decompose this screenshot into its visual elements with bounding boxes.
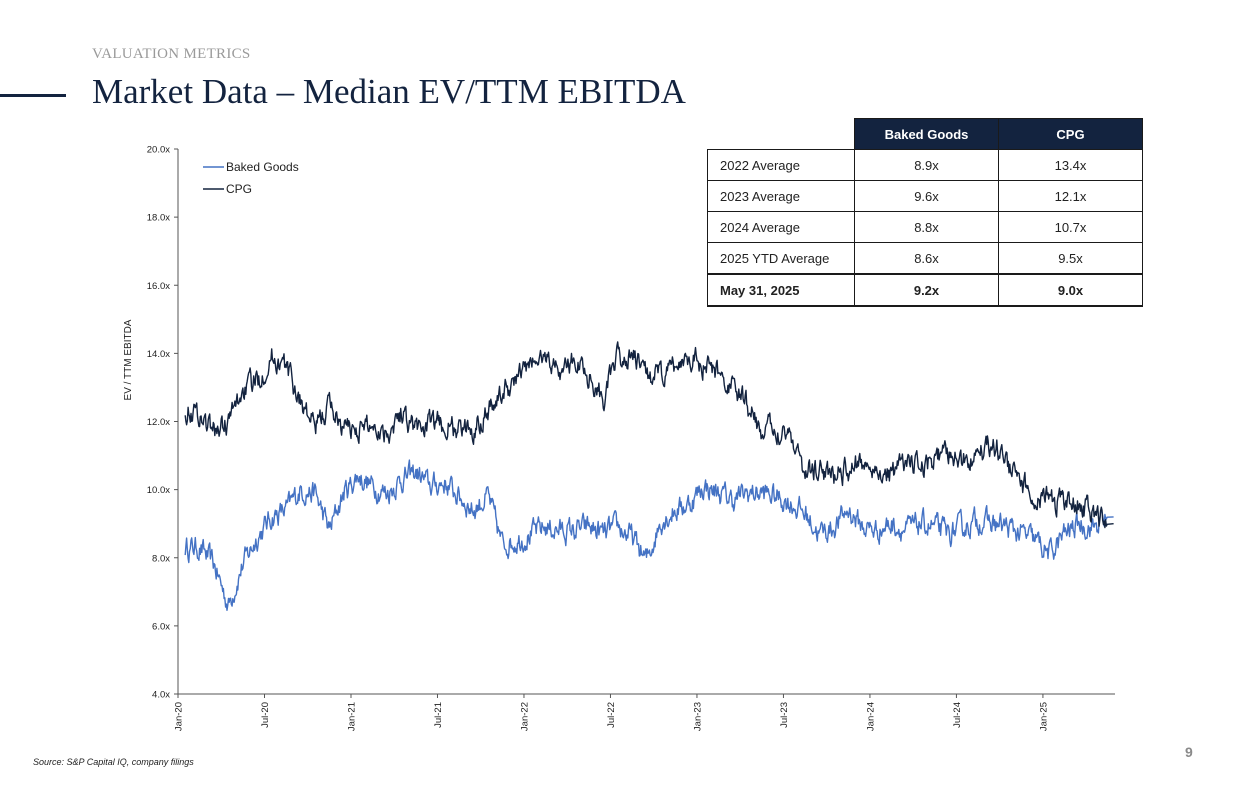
table-cell-baked-goods: 8.9x	[854, 149, 999, 181]
table-cell-cpg: 12.1x	[998, 180, 1143, 212]
x-tick-label: Jan-25	[1038, 702, 1049, 731]
y-tick-label: 6.0x	[152, 621, 170, 632]
series-line-baked-goods	[184, 459, 1114, 611]
table-cell-baked-goods: 8.8x	[854, 211, 999, 243]
x-axis-ticks: Jan-20 Jul-20 Jan-21 Jul-21 Jan-22 Jul-22 Jan-…	[174, 694, 1049, 731]
x-tick-label: Jul-23	[779, 702, 790, 728]
table-row: 2023 Average 9.6x 12.1x	[707, 180, 1143, 212]
y-tick-label: 14.0x	[147, 349, 170, 360]
x-tick-label: Jul-21	[433, 702, 444, 728]
x-tick-label: Jul-24	[952, 702, 963, 728]
y-tick-label: 18.0x	[147, 213, 170, 224]
source-note: Source: S&P Capital IQ, company filings	[33, 757, 194, 767]
y-tick-label: 16.0x	[147, 281, 170, 292]
table-row-label: May 31, 2025	[707, 273, 855, 307]
table-cell-baked-goods: 9.2x	[854, 273, 999, 307]
table-header-row: Baked Goods CPG	[707, 118, 1143, 150]
section-label: VALUATION METRICS	[92, 46, 251, 62]
table-row-latest: May 31, 2025 9.2x 9.0x	[707, 273, 1143, 307]
y-tick-label: 12.0x	[147, 417, 170, 428]
x-tick-label: Jan-24	[865, 702, 876, 731]
table-cell-baked-goods: 8.6x	[854, 242, 999, 275]
x-tick-label: Jan-23	[692, 702, 703, 731]
x-tick-label: Jul-20	[260, 702, 271, 728]
table-cell-cpg: 9.0x	[998, 273, 1143, 307]
table-cell-cpg: 9.5x	[998, 242, 1143, 275]
table-header-baked-goods: Baked Goods	[854, 118, 999, 150]
y-tick-label: 20.0x	[147, 145, 170, 156]
table-row: 2022 Average 8.9x 13.4x	[707, 149, 1143, 181]
y-axis-title: EV / TTM EBITDA	[123, 319, 134, 400]
y-tick-label: 4.0x	[152, 690, 170, 701]
table-row-label: 2023 Average	[707, 180, 855, 212]
table-header-blank	[707, 118, 855, 150]
table-cell-baked-goods: 9.6x	[854, 180, 999, 212]
table-cell-cpg: 13.4x	[998, 149, 1143, 181]
title-accent-rule	[0, 94, 66, 97]
table-row-label: 2022 Average	[707, 149, 855, 181]
x-tick-label: Jan-20	[174, 702, 185, 731]
y-axis-ticks: 4.0x 6.0x 8.0x 10.0x 12.0x 14.0x 16.0x 18.0x 20.…	[147, 145, 178, 701]
table-row: 2025 YTD Average 8.6x 9.5x	[707, 242, 1143, 275]
y-tick-label: 8.0x	[152, 553, 170, 564]
page-title: Market Data – Median EV/TTM EBITDA	[92, 72, 686, 111]
table-row-label: 2025 YTD Average	[707, 242, 855, 275]
x-tick-label: Jul-22	[606, 702, 617, 728]
x-tick-label: Jan-22	[519, 702, 530, 731]
chart-legend: Baked Goods CPG	[203, 160, 299, 196]
series-lines	[184, 341, 1114, 611]
series-line-cpg	[184, 341, 1114, 529]
table-row: 2024 Average 8.8x 10.7x	[707, 211, 1143, 243]
valuation-summary-table: Baked Goods CPG 2022 Average 8.9x 13.4x …	[707, 118, 1143, 307]
table-header-cpg: CPG	[998, 118, 1143, 150]
legend-label-cpg: CPG	[226, 182, 252, 196]
table-row-label: 2024 Average	[707, 211, 855, 243]
x-tick-label: Jan-21	[346, 702, 357, 731]
page-number: 9	[1185, 744, 1193, 760]
y-tick-label: 10.0x	[147, 485, 170, 496]
legend-label-baked-goods: Baked Goods	[226, 160, 299, 174]
table-cell-cpg: 10.7x	[998, 211, 1143, 243]
